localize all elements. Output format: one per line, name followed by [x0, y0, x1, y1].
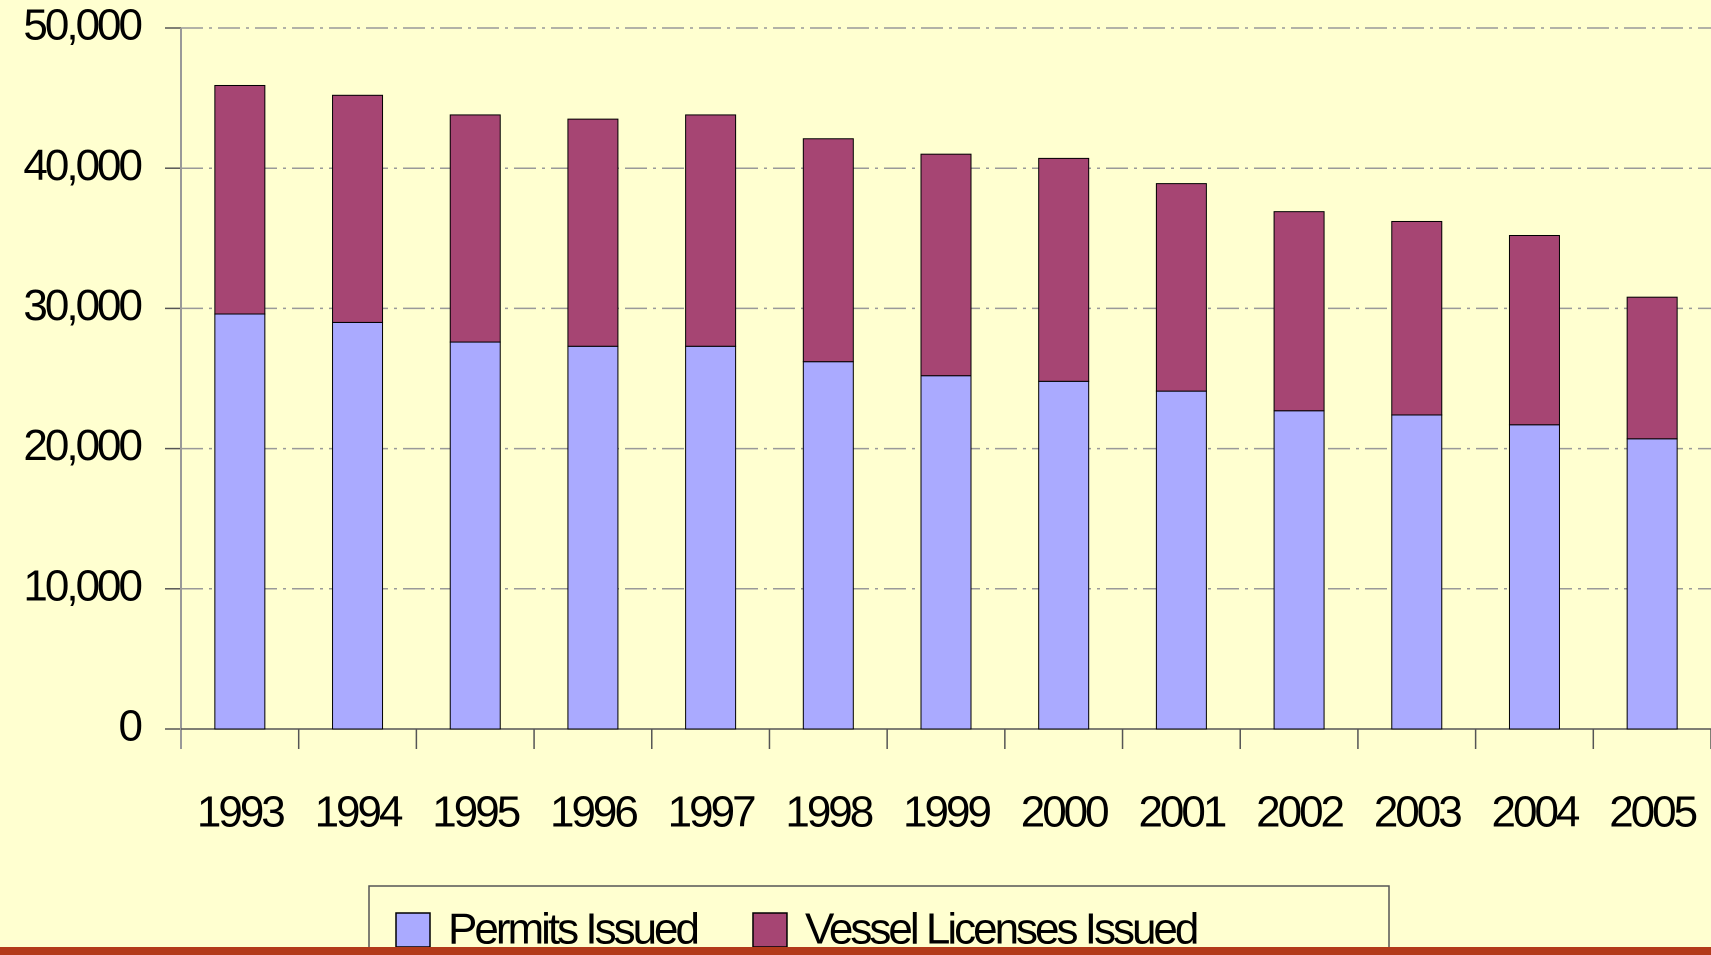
- legend-swatch: [752, 912, 788, 948]
- bar-segment: [1626, 438, 1678, 730]
- y-tick-label: 50,000: [23, 1, 141, 50]
- x-tick-label: 1998: [785, 788, 872, 837]
- bar-segment: [1038, 380, 1090, 730]
- y-tick-label: 0: [119, 702, 142, 751]
- x-tick-label: 2003: [1374, 788, 1461, 837]
- y-tick-label: 10,000: [23, 561, 141, 610]
- bar-segment: [332, 94, 384, 323]
- x-tick-label: 2002: [1256, 788, 1343, 837]
- bar-segment: [1155, 390, 1207, 730]
- x-tick-label: 1997: [668, 788, 755, 837]
- legend-box: [368, 885, 1390, 955]
- bar-segment: [1391, 220, 1443, 416]
- y-tick-label: 40,000: [23, 141, 141, 190]
- bar-segment: [567, 345, 619, 730]
- bar-segment: [920, 375, 972, 730]
- x-tick-label: 1999: [903, 788, 990, 837]
- x-tick-label: 1994: [315, 788, 403, 837]
- bar-segment: [802, 361, 854, 730]
- legend-label: Vessel Licenses Issued: [805, 905, 1197, 954]
- y-tick-label: 20,000: [23, 421, 141, 470]
- bar-segment: [332, 321, 384, 730]
- bar-segment: [567, 118, 619, 347]
- bar-segment: [1273, 410, 1325, 730]
- bar-segment: [449, 341, 501, 730]
- bar-segment: [920, 153, 972, 377]
- bar-segment: [1273, 211, 1325, 412]
- bar-segment: [449, 114, 501, 343]
- bar-segment: [1155, 183, 1207, 392]
- bar-segment: [685, 114, 737, 347]
- bar-segment: [1038, 157, 1090, 382]
- bar-segment: [214, 84, 266, 315]
- x-tick-label: 1996: [550, 788, 637, 837]
- y-tick-label: 30,000: [23, 281, 141, 330]
- bar-segment: [214, 313, 266, 730]
- x-tick-label: 2000: [1021, 788, 1108, 837]
- bar-segment: [1508, 424, 1560, 730]
- x-tick-label: 2005: [1609, 788, 1696, 837]
- x-tick-label: 1993: [197, 788, 284, 837]
- x-tick-label: 1995: [432, 788, 519, 837]
- bottom-border: [0, 947, 1711, 955]
- bar-segment: [1626, 296, 1678, 440]
- bar-segment: [802, 138, 854, 363]
- x-tick-label: 2004: [1492, 788, 1580, 837]
- bar-segment: [685, 345, 737, 730]
- x-tick-label: 2001: [1138, 788, 1225, 837]
- legend-label: Permits Issued: [448, 905, 698, 954]
- bar-segment: [1391, 414, 1443, 730]
- legend-swatch: [395, 912, 431, 948]
- bar-segment: [1508, 234, 1560, 426]
